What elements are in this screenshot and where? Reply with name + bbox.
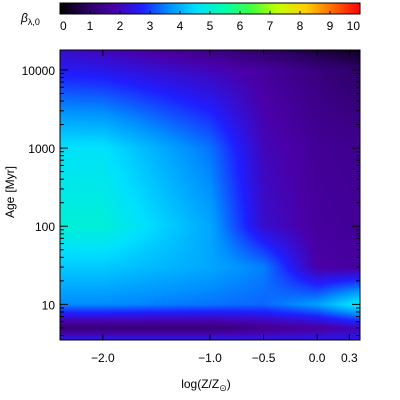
x-axis-label: log(Z/Z⊙) — [181, 377, 231, 393]
y-tick-label: 100 — [35, 220, 55, 234]
plot-frame — [59, 49, 361, 341]
plot-area: −2.0 −1.0 −0.5 0.0 0.3 10 100 1000 10000 log(Z/… — [3, 49, 361, 393]
x-tick-label: −2.0 — [91, 351, 115, 365]
colorbar-tick-label: 7 — [267, 19, 274, 33]
heatmap-image — [60, 50, 360, 340]
x-tick-label: −1.0 — [198, 351, 222, 365]
colorbar-tick-label: 2 — [117, 19, 124, 33]
colorbar-ticks: 0 1 2 3 4 5 6 7 8 9 10 — [59, 11, 361, 33]
colorbar-tick-label: 5 — [207, 19, 214, 33]
colorbar: βλ,0 0 1 2 3 4 5 6 7 8 9 10 — [20, 2, 361, 33]
colorbar-tick-label: 10 — [347, 19, 361, 33]
y-tick-label: 10 — [42, 298, 56, 312]
colorbar-tick-label: 8 — [297, 19, 304, 33]
x-axis-ticks: −2.0 −1.0 −0.5 0.0 0.3 — [91, 50, 358, 365]
colorbar-tick-label: 1 — [87, 19, 94, 33]
colorbar-tick-label: 9 — [327, 19, 334, 33]
colorbar-gradient — [60, 3, 360, 14]
x-tick-label: −0.5 — [252, 351, 276, 365]
y-tick-label: 1000 — [28, 142, 55, 156]
colorbar-tick-label: 6 — [237, 19, 244, 33]
x-tick-label: 0.3 — [341, 351, 358, 365]
colorbar-label: βλ,0 — [20, 11, 40, 27]
y-tick-label: 10000 — [22, 64, 56, 78]
x-tick-label: 0.0 — [309, 351, 326, 365]
colorbar-tick-label: 4 — [177, 19, 184, 33]
y-axis-label: Age[Myr] — [3, 166, 17, 218]
y-axis-ticks: 10 100 1000 10000 — [22, 64, 360, 336]
colorbar-tick-label: 3 — [147, 19, 154, 33]
colorbar-tick-label: 0 — [60, 19, 67, 33]
